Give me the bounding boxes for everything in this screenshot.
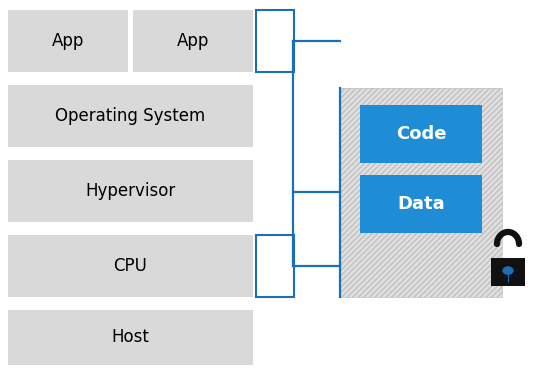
Bar [8, 160, 253, 222]
Text: App: App [177, 32, 209, 50]
Bar [8, 310, 253, 365]
Bar [133, 10, 253, 72]
Bar [256, 235, 294, 297]
Text: CPU: CPU [114, 257, 147, 275]
Bar [8, 235, 253, 297]
Bar [8, 85, 253, 147]
Circle shape [503, 267, 513, 274]
Text: Data: Data [397, 195, 445, 213]
Bar [340, 88, 502, 297]
Text: Code: Code [396, 125, 446, 143]
Text: Host: Host [111, 328, 150, 346]
Text: Hypervisor: Hypervisor [85, 182, 176, 200]
Bar [8, 10, 128, 72]
Text: Operating System: Operating System [55, 107, 206, 125]
Bar [256, 10, 294, 72]
Bar [340, 88, 502, 297]
Bar [491, 258, 525, 286]
Text: App: App [52, 32, 84, 50]
Bar [360, 105, 482, 163]
Bar [360, 175, 482, 233]
